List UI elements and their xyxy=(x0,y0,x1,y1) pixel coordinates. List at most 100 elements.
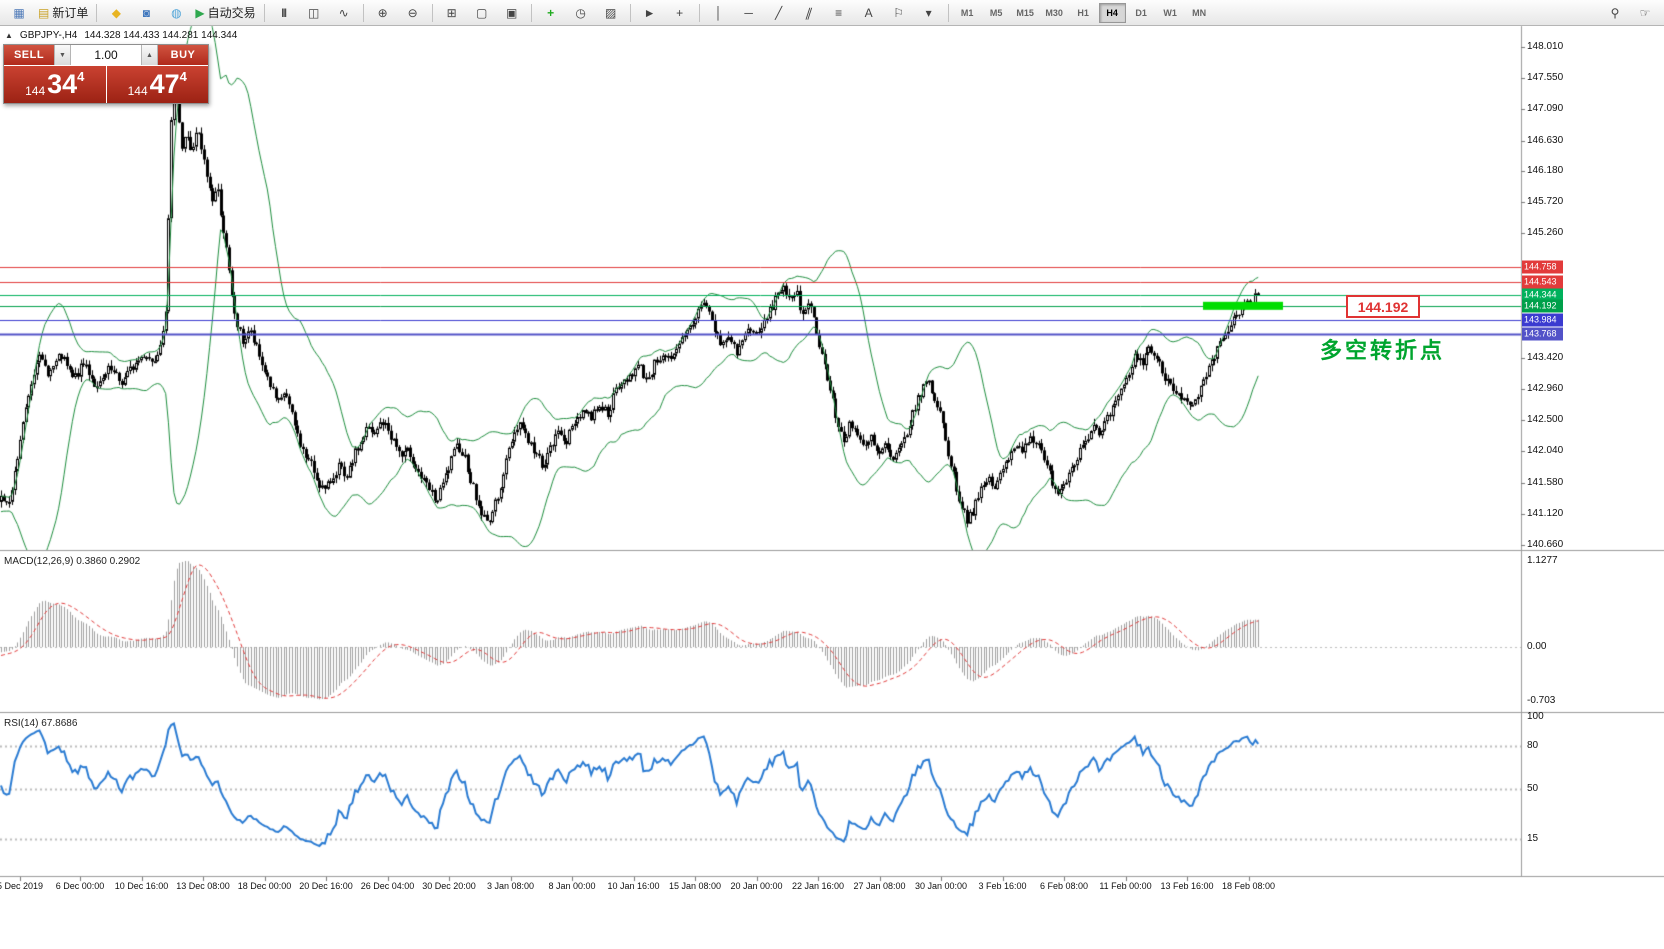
toolbar-text-button[interactable]: A xyxy=(854,2,884,24)
line-chart-icon: ∿ xyxy=(338,5,349,20)
text-icon: A xyxy=(864,5,873,20)
zoom-in-icon: ⊕ xyxy=(377,5,388,20)
price-tick-label: 142.040 xyxy=(1527,445,1564,457)
new-order-icon: ▤ xyxy=(38,5,50,20)
pane-separator-macd[interactable] xyxy=(0,548,1664,553)
hand-cursor-icon: ☞ xyxy=(1639,5,1651,20)
price-tick-label: 145.260 xyxy=(1527,227,1564,239)
toolbar-trendline-button[interactable]: ╱ xyxy=(764,2,794,24)
symbol-search-icon: ⚲ xyxy=(1610,5,1620,20)
timeframe-m15-button[interactable]: M15 xyxy=(1016,7,1034,18)
one-click-trading-panel: SELL ▼ ▲ BUY 144 34 4 144 47 4 xyxy=(3,44,209,104)
time-label: 18 Dec 00:00 xyxy=(237,881,292,891)
toolbar-candlestick-chart-button[interactable]: ◫ xyxy=(299,2,329,24)
template-icon: ▨ xyxy=(604,5,617,20)
toolbar-period-button[interactable]: ◷ xyxy=(566,2,596,24)
rsi-axis-label: 50 xyxy=(1527,783,1539,794)
vertical-line-icon: │ xyxy=(714,5,723,20)
toolbar-template-button[interactable]: ▨ xyxy=(596,2,626,24)
time-label: 30 Dec 20:00 xyxy=(422,881,476,891)
rsi-indicator-label: RSI(14) 67.8686 xyxy=(4,718,78,729)
toolbar-horizontal-line-button[interactable]: ─ xyxy=(734,2,764,24)
toolbar-market-watch-button[interactable]: ◙ xyxy=(131,2,161,24)
toolbar-cursor-button[interactable]: ► xyxy=(635,2,665,24)
time-label: 3 Jan 08:00 xyxy=(486,881,535,891)
toolbar-charts-menu-button[interactable]: ▦ xyxy=(4,2,34,24)
turning-point-text: 多空转折点 xyxy=(1320,338,1446,363)
toolbar-bar-chart-button[interactable]: ||| xyxy=(269,2,299,24)
toolbar-vertical-line-button[interactable]: │ xyxy=(704,2,734,24)
macd-axis-label: 1.1277 xyxy=(1527,555,1558,566)
buy-button[interactable]: BUY xyxy=(158,45,208,65)
sell-price-button[interactable]: 144 34 4 xyxy=(4,66,106,103)
timeframe-w1-button[interactable]: W1 xyxy=(1163,7,1177,18)
time-label: 18 Feb 08:00 xyxy=(1221,881,1276,891)
toolbar-new-order-button[interactable]: ▤ 新订单 xyxy=(34,2,92,24)
toolbar-sound-alert-button[interactable]: ◍ xyxy=(161,2,191,24)
toolbar-label-button[interactable]: ⚐ xyxy=(884,2,914,24)
timeframe-h4-button[interactable]: H4 xyxy=(1098,2,1126,23)
cursor-icon: ► xyxy=(643,5,656,20)
charts-menu-icon: ▦ xyxy=(13,5,25,20)
trade-panel-header: SELL ▼ ▲ BUY xyxy=(4,45,208,65)
timeframe-m30-button[interactable]: M30 xyxy=(1045,7,1063,18)
time-label: 5 Dec 2019 xyxy=(0,881,44,891)
timeframe-m1-button[interactable]: M1 xyxy=(960,7,974,18)
rsi-axis-label: 100 xyxy=(1527,711,1544,722)
toolbar-channel-button[interactable]: ∥ xyxy=(794,2,824,24)
toolbar-fibonacci-button[interactable]: ≡ xyxy=(824,2,854,24)
toolbar-separator xyxy=(698,3,700,22)
toolbar: ▦ ▤ 新订单 ◆ ◙ ◍ ▶ 自动交易 ||| ◫ ∿ ⊕ ⊖ ⊞ ▢ ▣ + ◷ ▨ ► + │ ─ ╱ ∥ ≡ A ⚐ ▾ M1 M5… xyxy=(0,0,1664,26)
price-tick-label: 148.010 xyxy=(1527,41,1564,52)
price-tick-label: 146.180 xyxy=(1527,164,1564,176)
zoom-out-icon: ⊖ xyxy=(407,5,418,20)
toolbar-cascade-windows-button[interactable]: ▣ xyxy=(497,2,527,24)
trade-panel-prices: 144 34 4 144 47 4 xyxy=(4,65,208,103)
buy-price-prefix: 144 xyxy=(127,84,148,98)
timeframe-d1-button[interactable]: D1 xyxy=(1135,7,1147,18)
timeframe-m5-button[interactable]: M5 xyxy=(989,7,1003,18)
toolbar-crosshair-button[interactable]: + xyxy=(665,2,695,24)
shapes-dropdown-icon: ▾ xyxy=(925,5,932,20)
bar-chart-icon: ||| xyxy=(281,7,286,17)
symbol-direction-icon: ▲ xyxy=(5,31,13,40)
toolbar-hand-cursor-button[interactable]: ☞ xyxy=(1630,2,1660,24)
toolbar-favorites-button[interactable]: ◆ xyxy=(101,2,131,24)
symbol-ohlc-values: 144.328 144.433 144.281 144.344 xyxy=(84,30,238,41)
toolbar-shapes-dropdown-button[interactable]: ▾ xyxy=(914,2,944,24)
volume-input[interactable] xyxy=(71,45,141,65)
channel-icon: ∥ xyxy=(803,5,814,20)
toolbar-tile-windows-button[interactable]: ▢ xyxy=(467,2,497,24)
trendline-icon: ╱ xyxy=(774,5,783,20)
price-tick-label: 145.720 xyxy=(1527,196,1564,208)
toolbar-autotrading-button[interactable]: ▶ 自动交易 xyxy=(191,2,259,24)
time-label: 10 Dec 16:00 xyxy=(114,881,169,891)
volume-increase-button[interactable]: ▲ xyxy=(141,45,158,65)
cascade-windows-icon: ▣ xyxy=(505,5,518,20)
toolbar-new-chart-button[interactable]: + xyxy=(536,2,566,24)
toolbar-line-chart-button[interactable]: ∿ xyxy=(329,2,359,24)
toolbar-zoom-in-button[interactable]: ⊕ xyxy=(368,2,398,24)
price-tick-label: 147.550 xyxy=(1527,72,1564,84)
crosshair-icon: + xyxy=(676,5,684,20)
toolbar-symbol-search-button[interactable]: ⚲ xyxy=(1600,2,1630,24)
timeframe-h1-button[interactable]: H1 xyxy=(1077,7,1089,18)
horizontal-line-icon: ─ xyxy=(744,5,753,20)
buy-price-button[interactable]: 144 47 4 xyxy=(106,66,208,103)
toolbar-auto-arrange-button[interactable]: ⊞ xyxy=(437,2,467,24)
price-tick-label: 142.500 xyxy=(1527,414,1564,426)
buy-price-pipette: 4 xyxy=(179,69,187,84)
toolbar-zoom-out-button[interactable]: ⊖ xyxy=(398,2,428,24)
sell-button[interactable]: SELL xyxy=(4,45,54,65)
pane-separator-rsi[interactable] xyxy=(0,710,1664,715)
time-label: 10 Jan 16:00 xyxy=(607,881,660,891)
time-label: 11 Feb 00:00 xyxy=(1099,881,1152,891)
timeframe-mn-button[interactable]: MN xyxy=(1192,7,1207,18)
macd-axis-label: -0.703 xyxy=(1527,694,1556,706)
toolbar-separator xyxy=(96,3,98,22)
line-price-label: 144.758 xyxy=(1522,260,1563,274)
buy-price-big: 47 xyxy=(149,69,180,99)
sound-alert-icon: ◍ xyxy=(171,5,182,20)
volume-decrease-button[interactable]: ▼ xyxy=(54,45,71,65)
